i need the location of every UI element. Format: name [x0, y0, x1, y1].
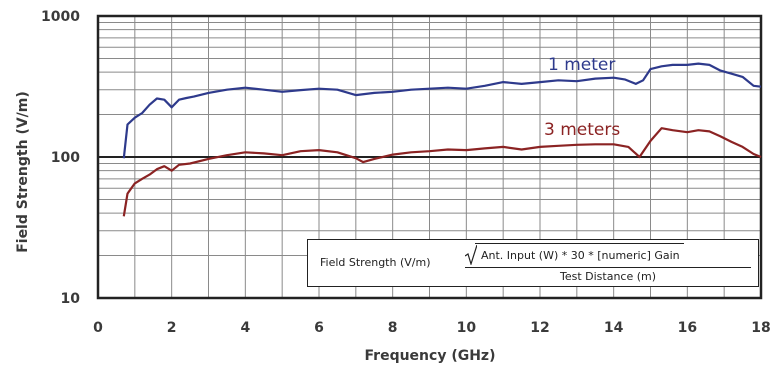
y-axis-title: Field Strength (V/m): [15, 91, 31, 253]
y-tick-label: 1000: [41, 9, 80, 25]
x-tick-label: 0: [93, 320, 103, 336]
series-lines: [122, 62, 762, 217]
x-tick-label: 18: [751, 320, 770, 336]
x-tick-label: 8: [388, 320, 398, 336]
formula-numerator: Ant. Input (W) * 30 * [numeric] Gain: [475, 243, 684, 267]
series-line-1: [122, 62, 762, 159]
x-axis-title: Frequency (GHz): [365, 348, 496, 364]
sqrt-icon: [465, 245, 477, 265]
x-tick-label: 16: [678, 320, 697, 336]
x-tick-labels: 0 2 4 6 8 10 12 14 16 18: [93, 320, 771, 336]
x-tick-label: 6: [314, 320, 324, 336]
x-tick-label: 10: [457, 320, 477, 336]
formula-lhs: Field Strength (V/m): [320, 256, 431, 269]
x-tick-label: 4: [240, 320, 250, 336]
series-line-2: [122, 127, 762, 217]
series-label-3-meters: 3 meters: [544, 120, 620, 140]
formula-denominator: Test Distance (m): [559, 270, 657, 283]
fraction-bar: [465, 267, 751, 268]
x-tick-label: 12: [530, 320, 549, 336]
y-tick-label: 10: [61, 291, 81, 307]
formula-box: Field Strength (V/m) Ant. Input (W) * 30…: [307, 239, 759, 287]
y-tick-labels: 10 100 1000: [41, 9, 80, 307]
series-label-1-meter: 1 meter: [548, 55, 615, 75]
x-tick-label: 14: [604, 320, 624, 336]
y-tick-label: 100: [51, 150, 80, 166]
x-tick-label: 2: [167, 320, 177, 336]
